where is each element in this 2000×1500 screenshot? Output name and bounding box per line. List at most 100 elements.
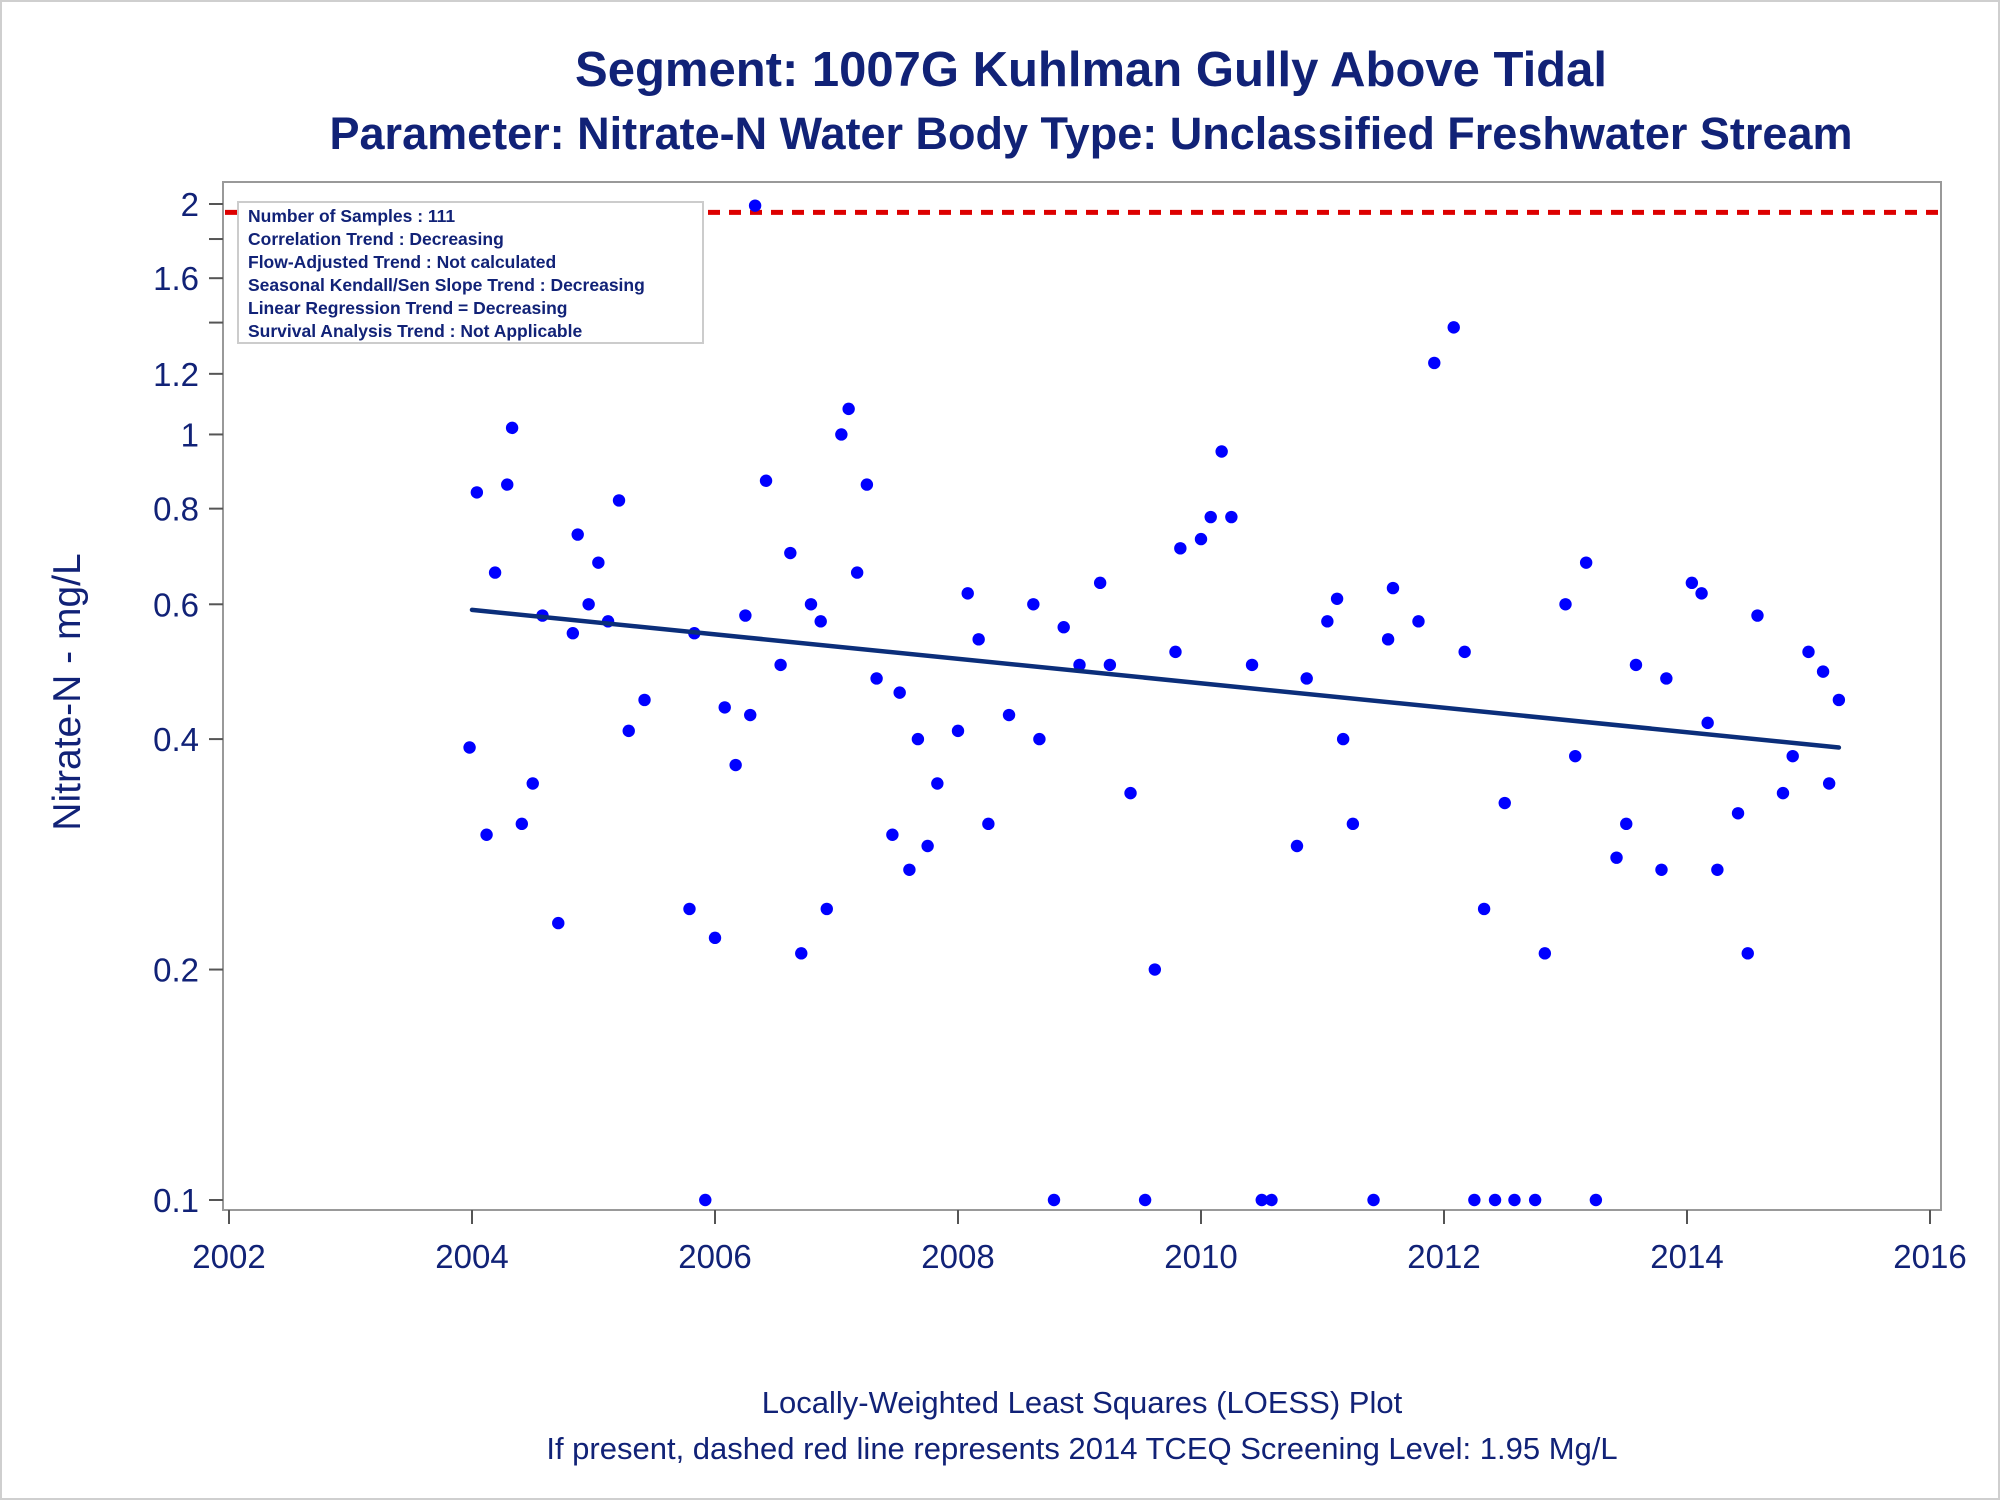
data-point (1386, 581, 1400, 595)
y-tick-label: 0.4 (153, 721, 199, 758)
data-point (1559, 598, 1572, 611)
data-point (835, 428, 848, 441)
data-point (1751, 609, 1764, 622)
data-point (552, 916, 565, 930)
data-point (488, 566, 502, 579)
data-point (903, 863, 916, 876)
data-point (1321, 615, 1334, 628)
x-tick-label: 2006 (678, 1238, 751, 1275)
data-point (463, 741, 476, 754)
data-point (1002, 708, 1016, 722)
data-point (1047, 1193, 1061, 1207)
data-point (1711, 863, 1724, 876)
y-tick-label: 2 (181, 186, 199, 223)
data-point (961, 587, 974, 600)
data-point (1428, 356, 1441, 370)
data-point (622, 724, 635, 738)
data-point (1265, 1193, 1278, 1207)
data-point (1169, 645, 1182, 659)
info-line: Linear Regression Trend = Decreasing (248, 298, 568, 318)
data-point (1741, 947, 1754, 960)
data-point (1412, 615, 1425, 628)
data-point (982, 817, 995, 831)
footnote-loess: Locally-Weighted Least Squares (LOESS) P… (762, 1385, 1403, 1420)
data-point (592, 556, 605, 569)
info-line: Correlation Trend : Decreasing (248, 229, 504, 249)
data-point (1822, 777, 1836, 790)
data-point (870, 672, 883, 685)
data-point (571, 528, 584, 541)
x-tick-label: 2016 (1893, 1238, 1966, 1275)
data-point (470, 486, 484, 499)
data-point (1629, 658, 1643, 672)
data-point (1802, 645, 1815, 659)
data-point (1579, 556, 1593, 569)
data-point (860, 478, 874, 491)
data-point (515, 817, 529, 831)
data-point (1300, 672, 1313, 685)
data-point (931, 777, 944, 790)
data-point (683, 902, 696, 916)
data-point (1215, 445, 1228, 458)
data-point (1245, 658, 1259, 672)
y-tick-label: 0.1 (153, 1182, 199, 1219)
chart-subtitle: Parameter: Nitrate-N Water Body Type: Un… (330, 108, 1853, 159)
info-line: Survival Analysis Trend : Not Applicable (248, 321, 582, 341)
y-tick-label: 1.6 (153, 260, 199, 297)
data-point (1073, 658, 1086, 672)
data-point (1610, 851, 1623, 864)
data-point (1786, 749, 1799, 763)
data-point (1458, 645, 1471, 659)
data-point (1508, 1193, 1521, 1207)
data-point (1660, 672, 1673, 685)
data-point (729, 758, 742, 772)
data-point (699, 1193, 712, 1207)
info-box-frame (237, 201, 704, 344)
info-line: Number of Samples : 111 (248, 206, 455, 226)
data-point (739, 609, 752, 622)
data-point (1290, 839, 1304, 853)
data-point (638, 693, 651, 707)
data-point (1093, 576, 1107, 590)
data-point (480, 828, 493, 841)
data-point (582, 598, 595, 611)
data-point (744, 708, 757, 722)
data-point (1367, 1193, 1380, 1207)
x-tick-label: 2010 (1164, 1238, 1237, 1275)
data-point (774, 658, 787, 672)
data-point (842, 402, 855, 416)
data-point (1330, 592, 1344, 605)
data-point (784, 546, 797, 560)
x-tick-label: 2012 (1407, 1238, 1480, 1275)
data-point (526, 777, 539, 790)
data-point (612, 494, 626, 507)
x-tick-label: 2004 (435, 1238, 508, 1275)
data-point (501, 478, 514, 491)
data-point (1103, 658, 1117, 672)
data-point (911, 732, 925, 746)
data-point (1027, 598, 1040, 611)
data-point (505, 421, 519, 435)
info-box: Number of Samples : 111 Correlation Tren… (237, 201, 704, 344)
footnote-screening: If present, dashed red line represents 2… (546, 1431, 1617, 1466)
data-point (814, 615, 827, 628)
y-tick-label: 1 (181, 416, 199, 453)
data-point (1620, 817, 1633, 831)
data-point (1468, 1193, 1481, 1207)
data-point (972, 633, 985, 646)
data-point (748, 199, 762, 212)
x-tick-label: 2002 (192, 1238, 265, 1275)
y-tick-label: 0.8 (153, 491, 199, 528)
data-point (1701, 716, 1714, 730)
data-point (1174, 542, 1187, 555)
x-tick-label: 2014 (1650, 1238, 1723, 1275)
data-point (1204, 510, 1217, 524)
data-point (1346, 817, 1360, 831)
loess-trend-line (469, 607, 1842, 750)
data-point (1194, 532, 1208, 546)
data-point (759, 474, 773, 487)
data-point (921, 839, 934, 853)
data-point (1655, 863, 1668, 876)
